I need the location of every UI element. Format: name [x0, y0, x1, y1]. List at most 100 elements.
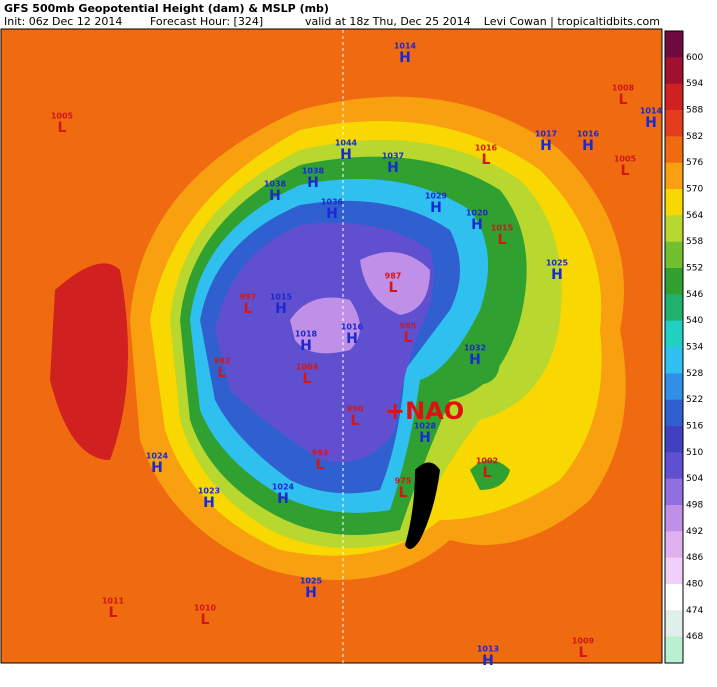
center-value: 985	[400, 322, 417, 331]
colorbar-segment	[665, 136, 683, 164]
colorbar-label: 510	[686, 448, 703, 458]
center-letter: H	[469, 352, 481, 368]
center-value: 1037	[382, 152, 404, 161]
center-letter: H	[471, 217, 483, 233]
center-letter: L	[303, 371, 312, 387]
center-value: 1028	[414, 422, 437, 431]
colorbar-label: 552	[686, 264, 703, 274]
colorbar-segment	[665, 610, 683, 638]
center-value: 1038	[264, 180, 287, 189]
center-letter: L	[316, 457, 325, 473]
center-letter: H	[269, 188, 281, 204]
center-letter: H	[430, 200, 442, 216]
nao-annotation: +NAO	[385, 397, 464, 425]
credit: Levi Cowan | tropicaltidbits.com	[484, 15, 660, 28]
colorbar-segment	[665, 57, 683, 85]
center-letter: H	[305, 585, 317, 601]
center-value: 1014	[640, 107, 663, 116]
center-letter: L	[58, 120, 67, 136]
center-value: 1005	[51, 112, 74, 121]
center-letter: L	[483, 465, 492, 481]
center-value: 1015	[491, 224, 514, 233]
center-value: 1009	[572, 637, 595, 646]
colorbar-segment	[665, 531, 683, 559]
center-letter: H	[540, 138, 552, 154]
forecast-hour: Forecast Hour: [324]	[150, 15, 263, 28]
center-letter: L	[498, 232, 507, 248]
valid-time: valid at 18z Thu, Dec 25 2014	[305, 15, 471, 28]
center-letter: L	[244, 301, 253, 317]
center-value: 993	[312, 449, 329, 458]
map-title: GFS 500mb Geopotential Height (dam) & MS…	[4, 2, 329, 15]
colorbar-label: 498	[686, 501, 703, 511]
center-value: 1044	[335, 139, 358, 148]
colorbar-segment	[665, 347, 683, 374]
colorbar-segment	[665, 294, 683, 322]
center-value: 987	[385, 272, 402, 281]
center-letter: L	[579, 645, 588, 661]
colorbar: 600 594 588 582 576 570 564 558 552 546 540 534 528 5…	[664, 30, 703, 664]
colorbar-label: 480	[686, 580, 703, 590]
colorbar-label: 546	[686, 290, 703, 300]
center-value: 997	[240, 293, 257, 302]
colorbar-segment	[665, 241, 683, 269]
center-letter: L	[201, 612, 210, 628]
center-value: 1038	[302, 167, 325, 176]
center-letter: H	[277, 491, 289, 507]
colorbar-segment	[665, 268, 683, 295]
colorbar-segment	[665, 584, 683, 611]
center-value: 1008	[612, 84, 635, 93]
center-value: 1032	[464, 344, 486, 353]
center-letter: L	[389, 280, 398, 296]
colorbar-segment	[665, 636, 683, 664]
center-value: 1024	[272, 483, 295, 492]
colorbar-label: 582	[686, 132, 703, 142]
center-value: 1016	[475, 144, 498, 153]
center-value: 1010	[194, 604, 217, 613]
center-letter: H	[387, 160, 399, 176]
annotation-blob	[405, 462, 440, 549]
center-letter: L	[218, 365, 227, 381]
colorbar-segment	[665, 83, 683, 111]
center-letter: H	[551, 267, 563, 283]
center-value: 1002	[476, 457, 498, 466]
colorbar-label: 594	[686, 79, 703, 89]
colorbar-segment	[665, 110, 683, 137]
colorbar-label: 528	[686, 369, 703, 379]
center-value: 990	[347, 405, 364, 414]
center-value: 1025	[300, 577, 323, 586]
colorbar-label: 564	[686, 211, 703, 221]
colorbar-label: 468	[686, 632, 703, 642]
center-value: 982	[214, 357, 231, 366]
colorbar-segment	[665, 215, 683, 243]
center-value: 1013	[477, 645, 499, 654]
center-value: 1018	[295, 330, 318, 339]
center-value: 1016	[577, 130, 600, 139]
center-letter: H	[645, 115, 657, 131]
center-value: 1036	[321, 198, 344, 207]
center-letter: H	[300, 338, 312, 354]
center-letter: H	[203, 495, 215, 511]
colorbar-label: 588	[686, 106, 703, 116]
center-letter: H	[275, 301, 287, 317]
center-letter: H	[326, 206, 338, 222]
center-letter: H	[346, 331, 358, 347]
center-value: 1016	[341, 323, 364, 332]
center-letter: H	[340, 147, 352, 163]
colorbar-label: 558	[686, 237, 703, 247]
contour-small	[460, 350, 510, 490]
center-letter: H	[419, 430, 431, 446]
colorbar-segment	[665, 399, 683, 427]
colorbar-segment	[665, 373, 683, 401]
center-value: 1024	[146, 452, 169, 461]
center-value: 1015	[270, 293, 293, 302]
center-letter: L	[619, 92, 628, 108]
center-letter: L	[399, 485, 408, 501]
center-value: 1014	[394, 42, 417, 51]
colorbar-segment	[665, 557, 683, 585]
center-value: 1004	[296, 363, 319, 372]
center-value: 1023	[198, 487, 220, 496]
colorbar-segment	[665, 162, 683, 190]
center-letter: H	[582, 138, 594, 154]
